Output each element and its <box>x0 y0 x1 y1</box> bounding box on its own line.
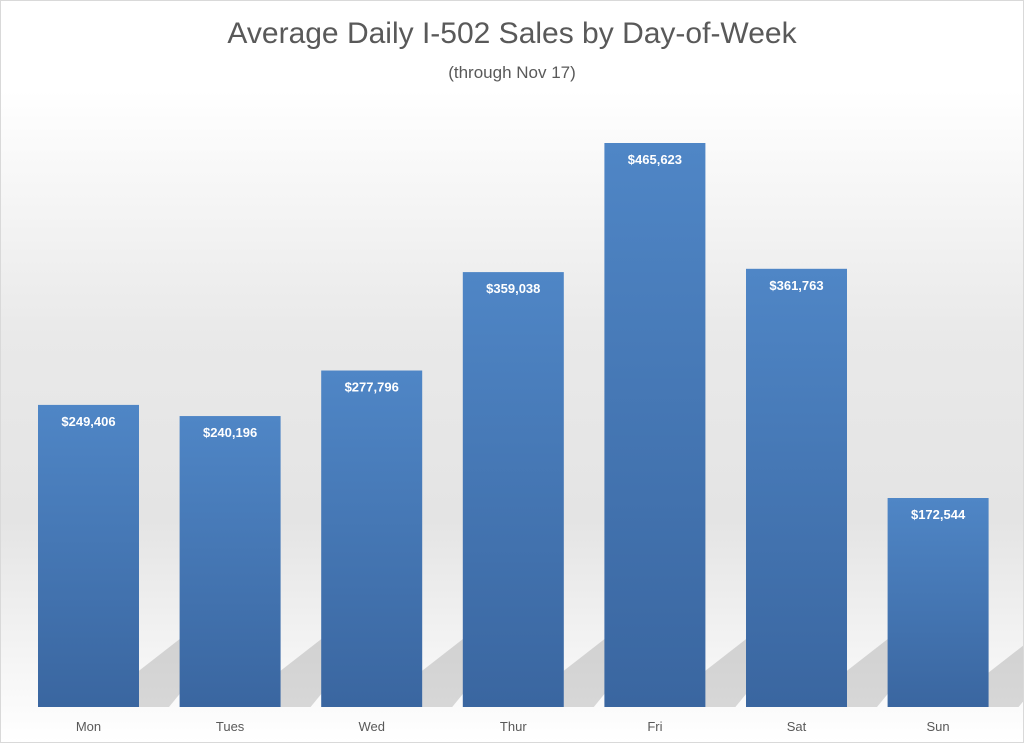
x-tick-label: Wed <box>358 719 385 734</box>
data-label: $359,038 <box>486 281 540 296</box>
bar-mon <box>38 404 139 707</box>
bar-sun <box>887 498 989 707</box>
data-label: $249,406 <box>61 414 115 429</box>
x-tick-label: Sat <box>787 719 807 734</box>
bar-thur <box>462 272 564 707</box>
x-tick-label: Sun <box>927 719 950 734</box>
bar-tues <box>179 416 281 707</box>
x-tick-label: Mon <box>76 719 101 734</box>
chart-subtitle: (through Nov 17) <box>448 63 576 82</box>
bar-fri <box>604 143 706 707</box>
data-label: $172,544 <box>911 507 966 522</box>
data-label: $465,623 <box>628 152 682 167</box>
x-tick-label: Thur <box>500 719 527 734</box>
data-label: $361,763 <box>769 278 823 293</box>
x-tick-label: Tues <box>216 719 245 734</box>
chart-title: Average Daily I-502 Sales by Day-of-Week <box>227 17 797 50</box>
bar-shadow <box>988 645 1023 707</box>
bar-wed <box>321 370 423 707</box>
bar-sat <box>746 268 847 707</box>
data-label: $240,196 <box>203 425 257 440</box>
data-label: $277,796 <box>345 380 399 395</box>
x-tick-label: Fri <box>647 719 662 734</box>
